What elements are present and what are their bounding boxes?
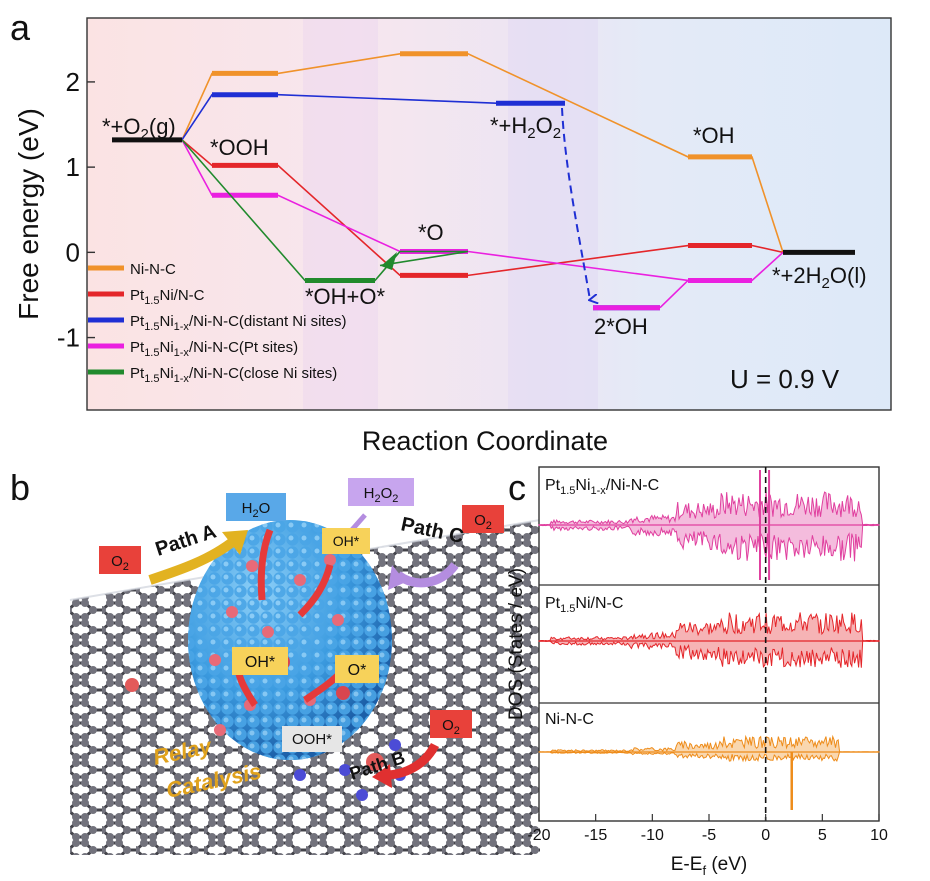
relay-catalysis-scheme: H2O H2O2 O2 O2 O2 Path A Path C Path B O… — [69, 478, 541, 855]
path-c-arrow — [395, 562, 459, 588]
panel-label-a: a — [10, 7, 31, 48]
x-tick-label: 5 — [818, 827, 827, 844]
energy-levels — [112, 51, 855, 311]
x-tick-label: -5 — [702, 827, 716, 844]
y-axis: -1 0 1 2 — [57, 67, 95, 353]
ooh-star-box — [282, 726, 342, 752]
x-tick-label: 10 — [870, 827, 888, 844]
series-connector — [659, 279, 689, 309]
dos-y-axis-title: DOS (States / eV) — [506, 568, 527, 720]
label-h2o2: *+H2O2 — [490, 113, 561, 142]
ooh-star-label: OOH* — [292, 731, 332, 748]
legend-label: Ni-N-C — [130, 261, 176, 278]
pt-nanoparticle — [188, 520, 392, 760]
transfer-arrow — [561, 107, 590, 300]
legend: Ni-N-C Pt1.5Ni/N-C Pt1.5Ni1-x/Ni-N-C(dista… — [88, 261, 346, 385]
o2-box-b — [430, 710, 472, 738]
dos-label-mid: Pt1.5Ni/N-C — [545, 595, 623, 615]
y-axis-title: Free energy (eV) — [13, 108, 44, 320]
dos-curves — [538, 470, 880, 810]
x-tick-label: -20 — [527, 827, 550, 844]
plot-background — [87, 18, 891, 410]
x-axis: -20 -15 -10 -5 0 5 10 — [527, 814, 888, 844]
y-tick-label: -1 — [57, 323, 80, 353]
dos-plot: -20 -15 -10 -5 0 5 10 Pt1.5Ni1-x/Ni-N-C Pt1.5N… — [506, 466, 888, 878]
o2-label-b: O2 — [442, 717, 460, 737]
o2-label-c: O2 — [474, 512, 492, 532]
o-star-box — [335, 655, 379, 683]
o2-label-a: O2 — [111, 553, 129, 573]
o-star-label: O* — [348, 662, 367, 679]
legend-label: Pt1.5Ni1-x/Ni-N-C(distant Ni sites) — [130, 313, 346, 333]
label-start: *+O2(g) — [102, 114, 176, 143]
h2o-box — [226, 493, 286, 521]
y-tick-label: 1 — [66, 152, 80, 182]
legend-label: Pt1.5Ni1-x/Ni-N-C(Pt sites) — [130, 339, 298, 359]
plot-frame — [86, 17, 892, 411]
potential-annotation: U = 0.9 V — [730, 364, 840, 394]
panel-label-c: c — [508, 467, 526, 508]
panel-label-b: b — [10, 467, 30, 508]
label-end: *+2H2O(l) — [772, 263, 867, 292]
y-tick-label: 0 — [66, 237, 80, 267]
h2o2-box — [348, 478, 414, 506]
legend-label: Pt1.5Ni/N-C — [130, 287, 205, 307]
label-2oh: 2*OH — [594, 314, 648, 339]
oh-star-label-left: OH* — [245, 654, 275, 671]
h2o2-label: H2O2 — [364, 485, 399, 505]
legend-label: Pt1.5Ni1-x/Ni-N-C(close Ni sites) — [130, 365, 337, 385]
path-a-arrow — [148, 536, 239, 585]
o2-box-a — [99, 546, 141, 574]
h2o-label: H2O — [242, 500, 271, 520]
oh-star-label-right: OH* — [333, 533, 360, 549]
oh-star-box-left — [232, 647, 288, 675]
x-tick-label: -10 — [641, 827, 664, 844]
o2-box-c — [462, 505, 504, 533]
label-ooh: *OOH — [210, 135, 269, 160]
dos-x-axis-title: E-Ef (eV) — [671, 854, 748, 878]
y-tick-label: 2 — [66, 67, 80, 97]
label-o: *O — [418, 220, 444, 245]
dos-label-bottom: Ni-N-C — [545, 711, 594, 728]
x-tick-label: 0 — [761, 827, 770, 844]
oh-star-box-right — [322, 528, 370, 554]
label-oh-plus-o: *OH+O* — [305, 284, 386, 309]
label-oh: *OH — [693, 123, 735, 148]
x-tick-label: -15 — [584, 827, 607, 844]
green-arrow-head — [381, 252, 397, 270]
x-axis-title: Reaction Coordinate — [362, 426, 608, 456]
